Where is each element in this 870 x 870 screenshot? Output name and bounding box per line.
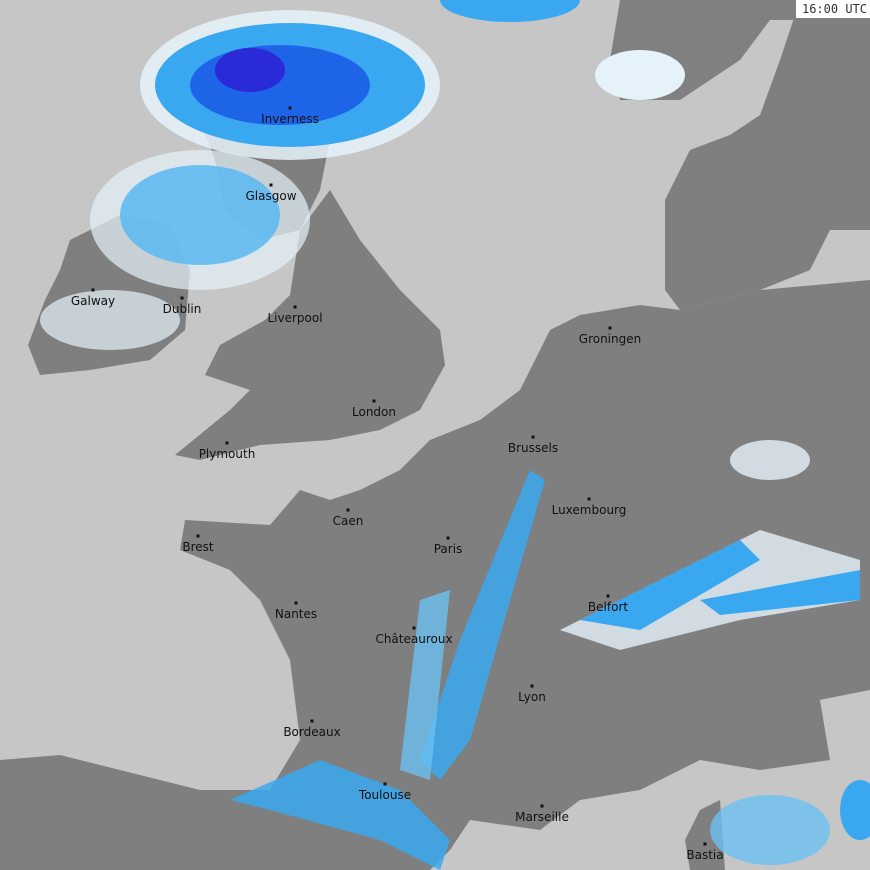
city-label: Lyon — [518, 690, 546, 704]
city-label: Liverpool — [267, 311, 323, 325]
city-marker — [180, 296, 184, 300]
city-marker — [293, 305, 297, 309]
city-label: Brussels — [507, 441, 559, 455]
city-marker — [531, 435, 535, 439]
city-marker — [606, 594, 610, 598]
city-label: Marseille — [515, 810, 569, 824]
city-marker — [703, 842, 707, 846]
city-label: Plymouth — [198, 447, 256, 461]
city-marker — [269, 183, 273, 187]
city-label: Paris — [433, 542, 463, 556]
city-marker — [446, 536, 450, 540]
city-marker — [294, 601, 298, 605]
city-label: Belfort — [587, 600, 629, 614]
city-label: Caen — [332, 514, 364, 528]
city-label: Bastia — [686, 848, 724, 862]
city-marker — [196, 534, 200, 538]
city-label: Luxembourg — [551, 503, 627, 517]
city-label: Groningen — [578, 332, 642, 346]
city-label: Châteauroux — [375, 632, 453, 646]
city-marker — [540, 804, 544, 808]
city-marker — [288, 106, 292, 110]
city-label: Glasgow — [245, 189, 297, 203]
city-label: Galway — [70, 294, 116, 308]
city-marker — [412, 626, 416, 630]
city-marker — [346, 508, 350, 512]
precipitation — [40, 0, 870, 870]
city-label: Nantes — [274, 607, 318, 621]
city-label: London — [352, 405, 396, 419]
city-label: Brest — [182, 540, 214, 554]
city-marker — [91, 288, 95, 292]
city-marker — [530, 684, 534, 688]
timestamp: 16:00 UTC — [795, 0, 870, 18]
city-marker — [383, 782, 387, 786]
city-marker — [310, 719, 314, 723]
city-label: Toulouse — [358, 788, 412, 802]
city-label: Dublin — [162, 302, 202, 316]
city-marker — [225, 441, 229, 445]
city-marker — [608, 326, 612, 330]
city-label: Bordeaux — [283, 725, 341, 739]
city-marker — [587, 497, 591, 501]
city-label: Inverness — [261, 112, 319, 126]
city-marker — [372, 399, 376, 403]
